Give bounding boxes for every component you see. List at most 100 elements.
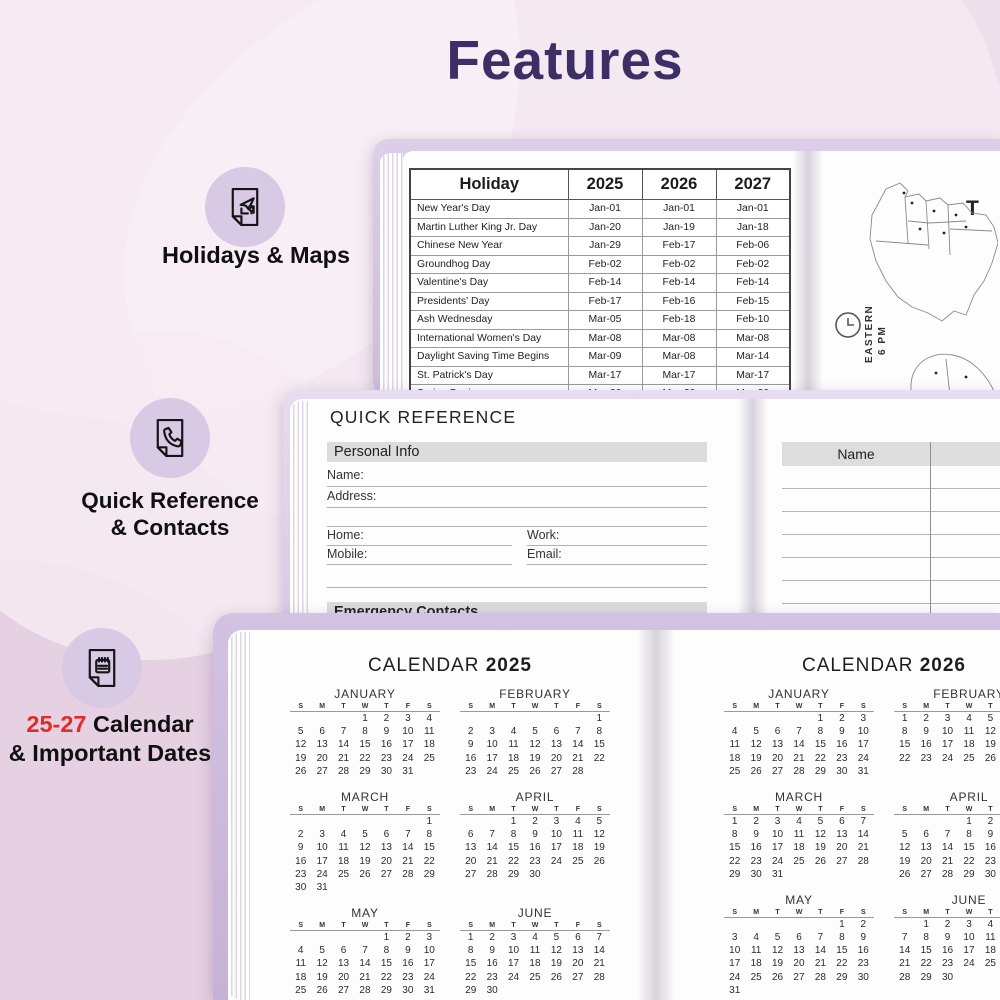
day-cell [745, 712, 766, 725]
weekday-label: T [945, 805, 950, 813]
calendar-title-word: CALENDAR [367, 655, 480, 676]
day-cell: 12 [899, 842, 911, 854]
day-cell: 5 [753, 726, 759, 738]
day-cell: 21 [359, 971, 371, 983]
day-cell: 28 [899, 971, 911, 983]
day-cell: 2 [405, 932, 411, 944]
day-cell: 13 [338, 958, 350, 970]
day-cell: 7 [860, 815, 867, 827]
day-cell: 3 [966, 918, 972, 930]
day-cell [894, 918, 915, 931]
day-cell [915, 815, 936, 828]
weekday-label: W [795, 703, 803, 710]
mini-month-may: MAY S M T W T F S 1 2 3 4 5 6 7 8 9 10 11 12 13 14 15 16 17 18 19 2… [724, 893, 874, 997]
day-cell: 29 [508, 868, 520, 880]
day-cell: 1 [383, 932, 390, 944]
day-cell [503, 984, 524, 997]
day-cell: 15 [963, 842, 975, 854]
month-name: FEBRUARY [499, 687, 571, 701]
day-cell: 16 [402, 958, 414, 970]
year-col-header: 2027 [715, 168, 791, 200]
day-cell: 24 [402, 752, 414, 764]
day-cell: 18 [750, 958, 762, 970]
day-cell: 31 [729, 984, 741, 996]
holiday-row: Martin Luther King Jr. Day Jan-20 Jan-19 Ja… [409, 217, 791, 237]
day-cell: 14 [793, 739, 805, 751]
day-cell [460, 712, 481, 725]
day-cell [333, 712, 354, 725]
weekday-label: T [775, 908, 780, 916]
day-cell: 1 [426, 815, 433, 827]
day-cell: 20 [920, 855, 932, 867]
holiday-name: Martin Luther King Jr. Day [409, 217, 569, 237]
day-cell: 30 [836, 765, 848, 777]
holiday-date: Jan-20 [567, 217, 643, 237]
day-cell: 14 [572, 739, 584, 751]
day-cell: 27 [793, 971, 805, 983]
day-cell: 5 [553, 932, 560, 944]
day-cell: 21 [486, 855, 498, 867]
day-cell: 15 [920, 945, 932, 957]
day-cell: 25 [750, 971, 762, 983]
day-cell: 29 [359, 765, 371, 777]
weekday-label: T [341, 922, 346, 930]
day-cell: 25 [963, 752, 975, 764]
day-cell [853, 984, 874, 997]
day-cell [333, 931, 354, 944]
day-cell: 8 [901, 726, 908, 738]
day-cell: 10 [942, 726, 954, 738]
day-cell: 4 [297, 945, 304, 957]
day-cell: 28 [857, 855, 869, 867]
day-cell: 22 [359, 752, 371, 764]
holiday-date: Feb-18 [641, 310, 717, 330]
day-cell: 25 [423, 752, 435, 764]
day-cell: 6 [553, 726, 560, 738]
day-cell: 15 [814, 739, 826, 751]
day-cell: 23 [402, 971, 414, 983]
day-cell: 18 [338, 855, 350, 867]
month-name: JUNE [517, 906, 553, 921]
day-cell: 29 [380, 984, 392, 996]
day-cell: 7 [575, 726, 581, 738]
day-cell: 23 [836, 752, 848, 764]
day-cell: 9 [839, 726, 845, 738]
day-cell [354, 931, 375, 944]
weekday-label: T [988, 805, 993, 813]
day-cell: 16 [465, 752, 477, 764]
day-cell: 29 [963, 868, 975, 880]
weekday-label: F [405, 703, 410, 710]
holiday-date: Jan-01 [641, 199, 717, 219]
day-cell: 10 [857, 726, 869, 738]
holiday-date: Mar-05 [567, 310, 643, 330]
day-cell: 9 [944, 932, 951, 944]
day-cell: 14 [814, 945, 826, 957]
day-cell [567, 712, 588, 725]
day-cell: 23 [486, 971, 498, 983]
contacts-page-icon [156, 418, 184, 458]
day-cell: 17 [942, 739, 954, 751]
day-cell: 1 [510, 815, 517, 827]
day-cell: 8 [923, 932, 929, 944]
day-cell: 12 [750, 739, 762, 751]
day-cell: 9 [532, 829, 538, 841]
day-cell: 14 [942, 842, 954, 854]
quick-reference-icon-circle [130, 398, 210, 478]
day-cell: 28 [402, 868, 414, 880]
mini-month-april: APRILSMTWTFS1234567891011121314151617181… [894, 790, 1000, 881]
day-cell: 30 [295, 881, 307, 893]
day-cell: 21 [402, 855, 414, 867]
day-cell: 16 [836, 739, 848, 751]
day-cell: 19 [593, 842, 605, 854]
day-cell: 4 [753, 932, 759, 944]
day-cell: 19 [984, 739, 996, 751]
day-cell: 21 [572, 752, 584, 764]
day-cell [524, 984, 545, 997]
day-cell: 9 [297, 842, 304, 854]
day-cell: 16 [857, 945, 869, 957]
day-cell: 18 [729, 752, 741, 764]
holiday-row: Valentine's Day Feb-14 Feb-14 Feb-14 [409, 273, 791, 293]
day-cell: 30 [486, 984, 498, 996]
